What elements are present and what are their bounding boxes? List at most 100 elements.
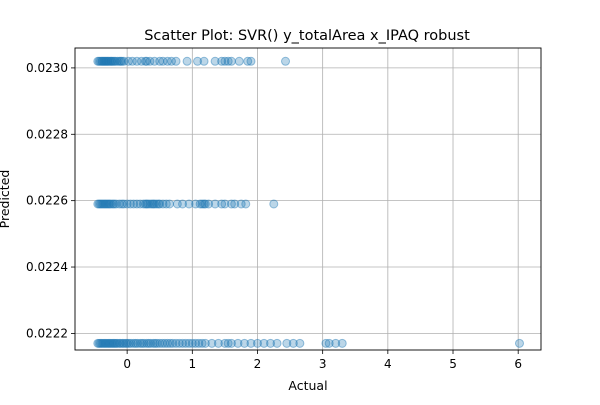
scatter-point xyxy=(233,338,243,348)
scatter-point xyxy=(135,338,145,348)
scatter-point xyxy=(148,199,158,209)
scatter-point xyxy=(132,199,142,209)
scatter-point xyxy=(199,199,209,209)
scatter-point xyxy=(163,338,173,348)
scatter-point xyxy=(126,338,136,348)
scatter-point xyxy=(127,56,137,66)
scatter-point xyxy=(106,56,116,66)
scatter-point xyxy=(171,338,181,348)
scatter-point xyxy=(103,338,113,348)
scatter-point xyxy=(174,338,184,348)
scatter-point xyxy=(158,56,168,66)
scatter-point xyxy=(226,56,236,66)
scatter-point xyxy=(282,338,292,348)
scatter-point xyxy=(226,338,236,348)
scatter-point xyxy=(116,338,126,348)
x-tick-label: 4 xyxy=(384,357,392,371)
scatter-point xyxy=(118,338,128,348)
plot-area-frame xyxy=(74,47,542,351)
scatter-point xyxy=(172,199,182,209)
scatter-point xyxy=(116,56,126,66)
data-points xyxy=(93,56,524,348)
scatter-point xyxy=(101,56,111,66)
scatter-point xyxy=(193,56,203,66)
scatter-point xyxy=(272,338,282,348)
scatter-point xyxy=(106,56,116,66)
scatter-point xyxy=(259,338,269,348)
scatter-point xyxy=(220,56,230,66)
x-tick-label: 5 xyxy=(449,357,457,371)
scatter-point xyxy=(112,56,122,66)
scatter-point xyxy=(178,199,188,209)
scatter-point xyxy=(217,56,227,66)
scatter-point xyxy=(234,56,244,66)
scatter-point xyxy=(163,56,173,66)
scatter-point xyxy=(112,338,122,348)
scatter-point xyxy=(111,338,121,348)
y-tick-label: 0.0224 xyxy=(26,260,68,274)
axis-ticks: 0 1 2 3 4 5 6 0.0222 0.0224 0.0226 0.0228 0.0230 xyxy=(26,61,522,371)
scatter-point xyxy=(97,56,107,66)
scatter-point xyxy=(288,338,298,348)
scatter-point xyxy=(105,199,115,209)
scatter-point xyxy=(243,56,253,66)
scatter-point xyxy=(122,338,132,348)
x-axis-label: Actual xyxy=(288,378,327,393)
scatter-point xyxy=(138,199,148,209)
scatter-point xyxy=(106,338,116,348)
scatter-point xyxy=(191,338,201,348)
scatter-point xyxy=(295,338,305,348)
scatter-point xyxy=(324,338,334,348)
grid-lines xyxy=(75,48,541,350)
y-tick-label: 0.0230 xyxy=(26,61,68,75)
scatter-point xyxy=(269,199,279,209)
scatter-point xyxy=(142,338,152,348)
scatter-point xyxy=(124,338,134,348)
scatter-point xyxy=(107,338,117,348)
x-tick-label: 6 xyxy=(514,357,522,371)
scatter-point xyxy=(125,199,135,209)
scatter-point xyxy=(105,338,115,348)
scatter-point xyxy=(266,338,276,348)
scatter-point xyxy=(93,56,103,66)
scatter-point xyxy=(98,199,108,209)
scatter-point xyxy=(106,199,116,209)
scatter-point xyxy=(150,199,160,209)
scatter-point xyxy=(204,199,214,209)
scatter-point xyxy=(97,338,107,348)
scatter-point xyxy=(191,199,201,209)
y-tick-label: 0.0222 xyxy=(26,326,68,340)
scatter-point xyxy=(114,199,124,209)
scatter-point xyxy=(147,199,157,209)
scatter-point xyxy=(337,338,347,348)
scatter-point xyxy=(132,56,142,66)
scatter-point xyxy=(246,56,256,66)
scatter-point xyxy=(119,199,129,209)
scatter-point xyxy=(99,338,109,348)
scatter-point xyxy=(102,199,112,209)
scatter-point xyxy=(207,338,217,348)
scatter-point xyxy=(281,56,291,66)
scatter-point xyxy=(108,199,118,209)
scatter-point xyxy=(94,338,104,348)
scatter-point xyxy=(145,56,155,66)
scatter-point xyxy=(181,338,191,348)
scatter-point xyxy=(157,338,167,348)
scatter-point xyxy=(108,338,118,348)
scatter-point xyxy=(101,338,111,348)
scatter-point xyxy=(226,199,236,209)
scatter-point xyxy=(114,56,124,66)
scatter-point xyxy=(99,56,109,66)
scatter-point xyxy=(223,338,233,348)
scatter-point xyxy=(143,199,153,209)
scatter-point xyxy=(187,338,197,348)
scatter-point xyxy=(98,338,108,348)
scatter-point xyxy=(121,338,131,348)
scatter-point xyxy=(165,338,175,348)
scatter-point xyxy=(194,338,204,348)
scatter-point xyxy=(152,338,162,348)
scatter-point xyxy=(111,199,121,209)
scatter-point xyxy=(199,56,209,66)
scatter-point xyxy=(95,338,105,348)
scatter-point xyxy=(220,199,230,209)
